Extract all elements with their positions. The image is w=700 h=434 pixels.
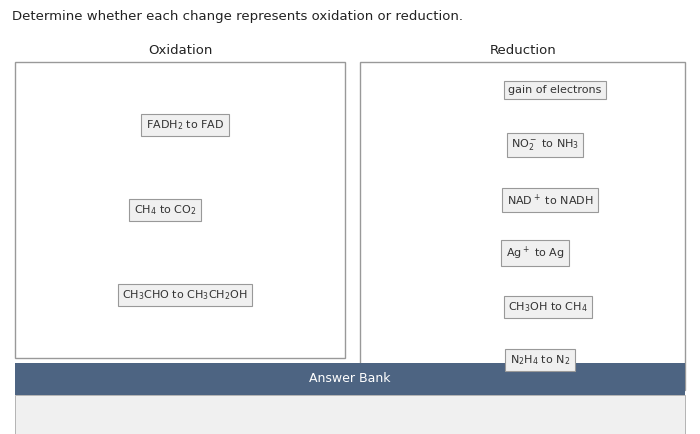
Text: Determine whether each change represents oxidation or reduction.: Determine whether each change represents… — [12, 10, 463, 23]
Text: Answer Bank: Answer Bank — [309, 372, 391, 385]
Text: NO$_2^-$ to NH$_3$: NO$_2^-$ to NH$_3$ — [511, 138, 579, 152]
Text: CH$_3$OH to CH$_4$: CH$_3$OH to CH$_4$ — [508, 300, 588, 314]
Text: Ag$^+$ to Ag: Ag$^+$ to Ag — [505, 244, 564, 262]
Text: N$_2$H$_4$ to N$_2$: N$_2$H$_4$ to N$_2$ — [510, 353, 570, 367]
Bar — [15, 62, 345, 358]
Bar — [15, 363, 685, 395]
Text: CH$_3$CHO to CH$_3$CH$_2$OH: CH$_3$CHO to CH$_3$CH$_2$OH — [122, 288, 248, 302]
Text: Reduction: Reduction — [489, 43, 556, 56]
Text: gain of electrons: gain of electrons — [508, 85, 602, 95]
Text: CH$_4$ to CO$_2$: CH$_4$ to CO$_2$ — [134, 203, 196, 217]
Bar — [15, 395, 685, 434]
Text: FADH$_2$ to FAD: FADH$_2$ to FAD — [146, 118, 224, 132]
Bar — [360, 62, 685, 390]
Text: NAD$^+$ to NADH: NAD$^+$ to NADH — [507, 192, 594, 207]
Text: Oxidation: Oxidation — [148, 43, 212, 56]
